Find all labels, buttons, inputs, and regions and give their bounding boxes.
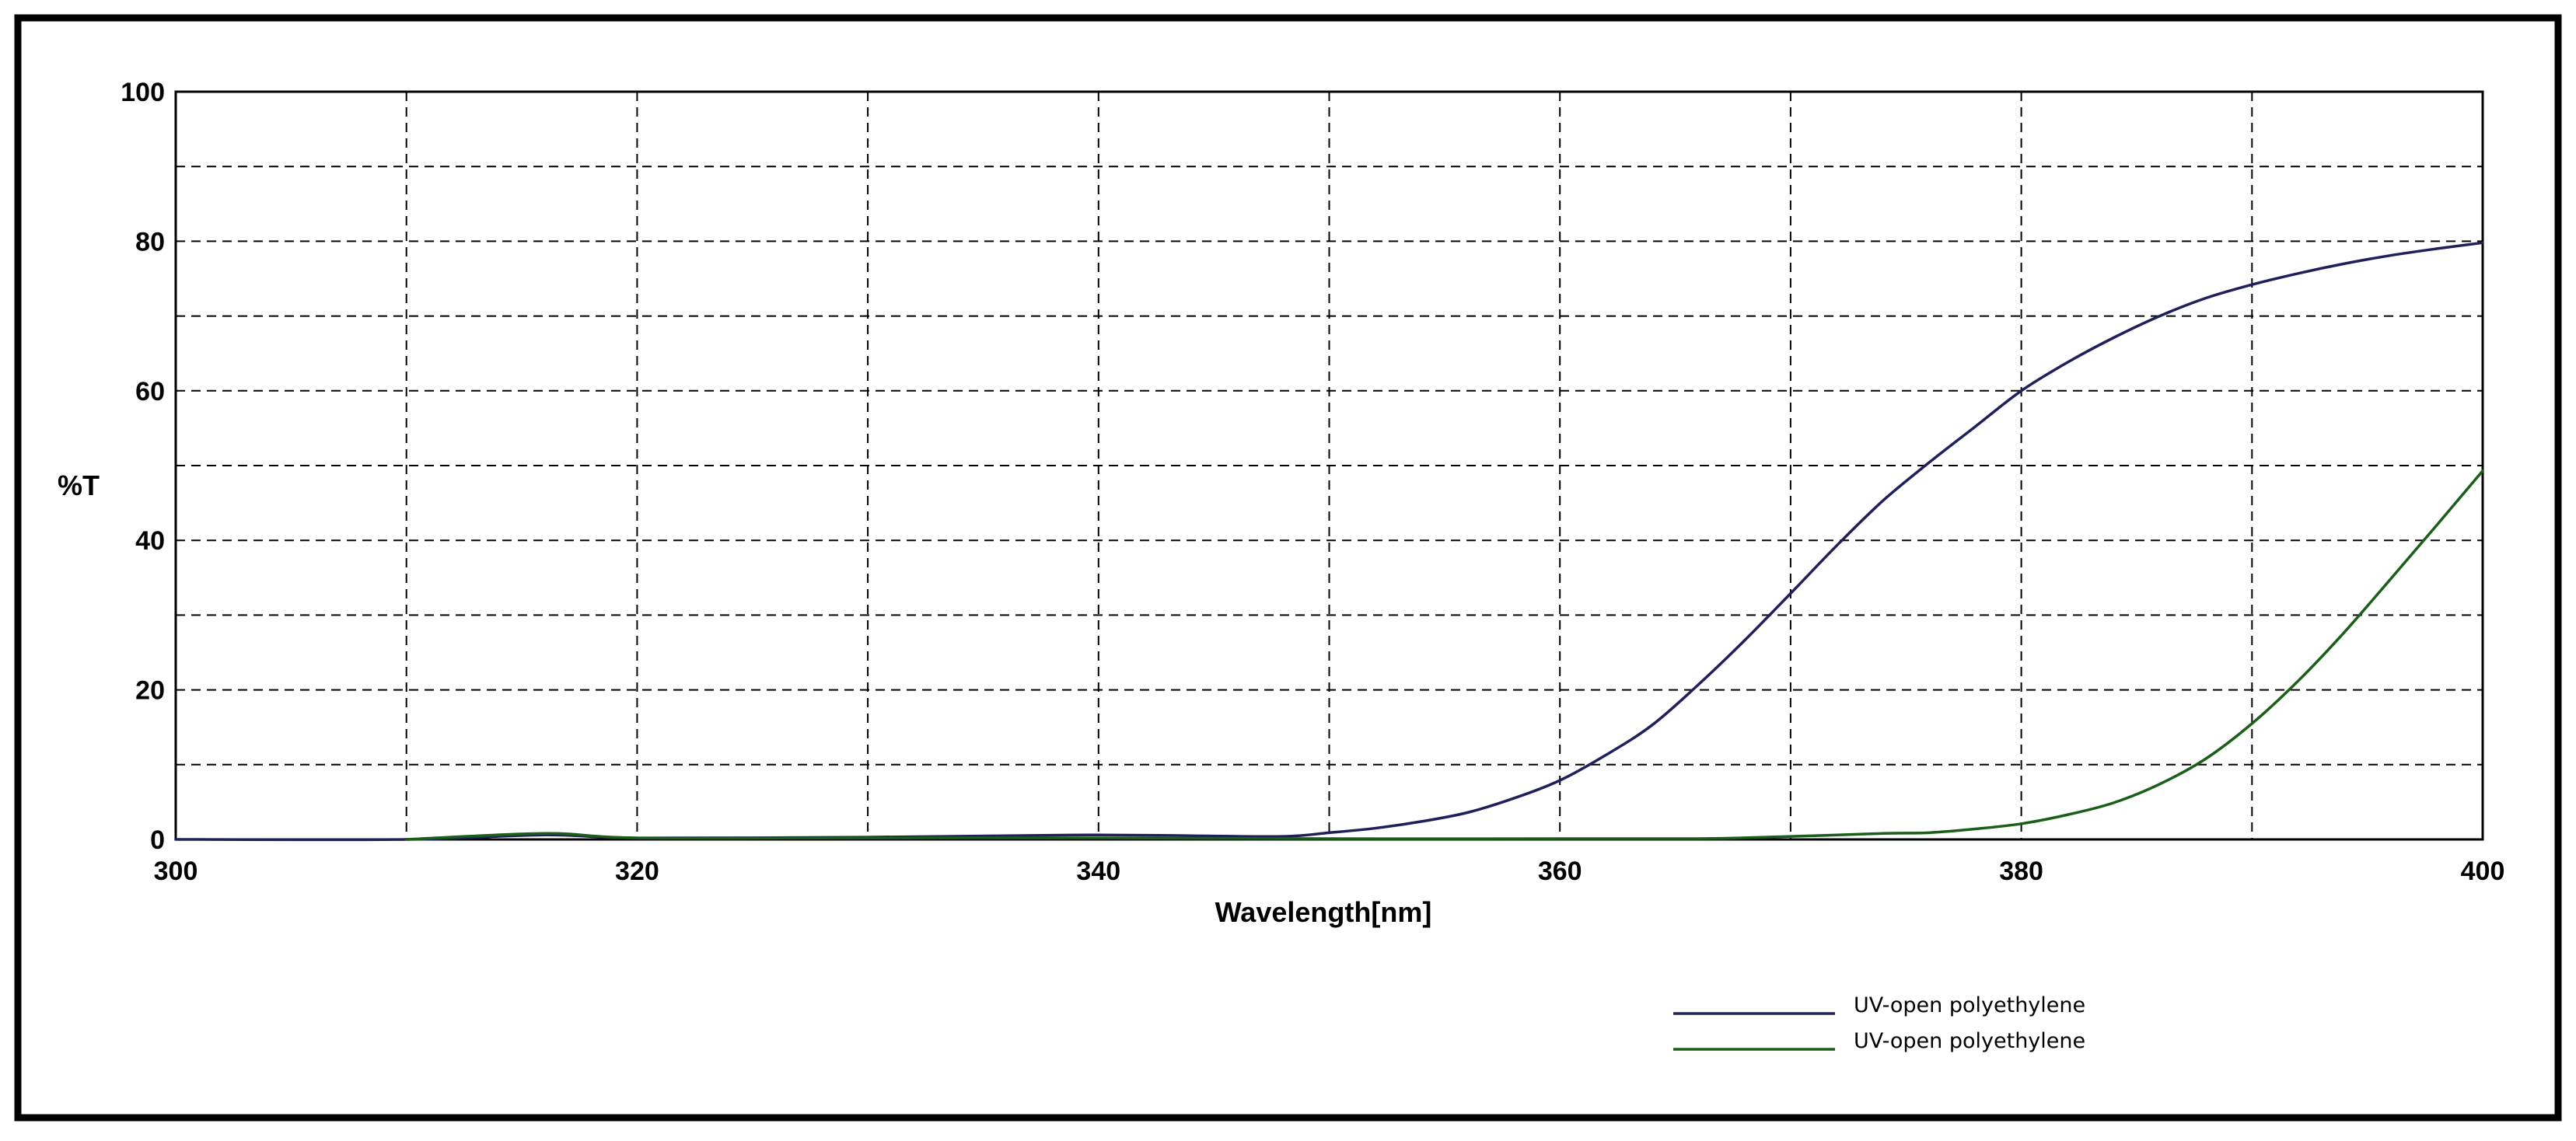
- y-tick-label: 40: [135, 526, 165, 556]
- x-tick-label: 300: [154, 857, 198, 886]
- y-tick-label: 80: [135, 227, 165, 256]
- x-tick-label: 340: [1076, 857, 1120, 886]
- x-tick-label: 360: [1538, 857, 1582, 886]
- x-tick-label: 400: [2461, 857, 2505, 886]
- y-tick-label: 60: [135, 377, 165, 407]
- legend-label-1: UV-open polyethylene: [1854, 993, 2085, 1017]
- figure-frame: [14, 14, 2562, 1122]
- x-axis-title: Wavelength[nm]: [1215, 896, 1432, 928]
- series-lines: [174, 241, 2484, 842]
- x-tick-label: 380: [1999, 857, 2043, 886]
- y-tick-label: 20: [135, 676, 165, 706]
- x-axis-ticks: 300 320 340 360 380 400: [154, 857, 2505, 886]
- y-tick-label: 100: [121, 78, 165, 107]
- x-tick-label: 320: [615, 857, 659, 886]
- y-axis-title: %T: [58, 469, 100, 501]
- legend: UV-open polyethylene UV-open polyethylene: [1673, 993, 2085, 1053]
- y-axis-ticks: 0 20 40 60 80 100: [121, 78, 165, 855]
- grid-lines: [176, 92, 2483, 839]
- y-tick-label: 0: [150, 825, 165, 855]
- series-line-2: [404, 469, 2484, 841]
- legend-label-2: UV-open polyethylene: [1854, 1029, 2085, 1053]
